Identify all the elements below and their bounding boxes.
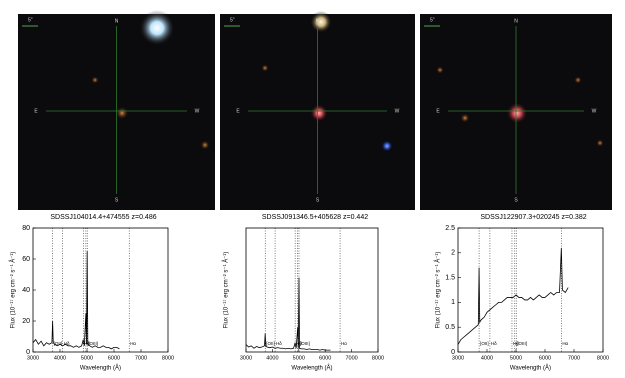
compass-e: E: [236, 108, 240, 114]
emission-line-label: Hδ: [64, 341, 70, 346]
compass-w: W: [195, 108, 200, 114]
x-tick-label: 4000: [54, 355, 66, 361]
y-tick-label: 20: [22, 318, 30, 325]
x-tick-label: 5000: [81, 355, 93, 361]
x-tick-label: 4000: [481, 355, 493, 361]
scale-label: 5": [430, 17, 435, 23]
x-tick-label: 5000: [293, 355, 305, 361]
plot-frame: [245, 227, 379, 353]
x-tick-label: 3000: [27, 355, 39, 361]
compass-n: N: [115, 18, 119, 24]
x-tick-label: 8000: [597, 355, 609, 361]
compass-e: E: [34, 108, 38, 114]
compass-e: E: [436, 108, 440, 114]
star: [310, 11, 332, 33]
x-tick-label: 8000: [372, 355, 384, 361]
emission-line-label: Hα: [130, 341, 136, 346]
emission-line-label: Hα: [562, 341, 568, 346]
chart-title: SDSSJ122907.3+020245 z=0.382: [480, 214, 586, 221]
x-tick-label: 4000: [266, 355, 278, 361]
x-tick-label: 5000: [510, 355, 522, 361]
spectrum: [32, 251, 120, 350]
x-tick-label: 6000: [108, 355, 120, 361]
star: [139, 10, 175, 46]
compass-n: N: [514, 18, 518, 24]
x-tick-label: 3000: [240, 355, 252, 361]
spectrum: [245, 277, 331, 351]
y-tick-label: 0.5: [445, 324, 455, 331]
star: [381, 140, 393, 152]
emission-line-label: [OIII]: [300, 341, 310, 346]
spectrum: [457, 247, 569, 345]
x-axis-label: Wavelength (Å): [80, 365, 121, 372]
emission-line-label: [OIII]: [88, 341, 98, 346]
x-tick-label: 6000: [319, 355, 331, 361]
y-tick-label: 40: [22, 287, 30, 294]
x-tick-label: 7000: [568, 355, 580, 361]
x-axis-label: Wavelength (Å): [291, 365, 332, 372]
compass-s: S: [514, 197, 518, 203]
y-tick-label: 60: [22, 256, 30, 263]
galaxy: [115, 106, 129, 120]
x-tick-label: 7000: [135, 355, 147, 361]
emission-line-label: [OII]: [54, 341, 63, 346]
compass-n: N: [316, 18, 320, 24]
y-tick-label: 80: [22, 225, 30, 232]
x-tick-label: 8000: [162, 355, 174, 361]
emission-line-label: [OII]: [266, 341, 275, 346]
galaxy: [506, 102, 528, 124]
compass-s: S: [115, 197, 119, 203]
y-tick-label: 1.5: [445, 274, 455, 281]
scale-label: 5": [28, 17, 33, 23]
emission-line-label: [OIII]: [517, 341, 527, 346]
galaxy: [436, 66, 444, 74]
emission-line-label: Hδ: [276, 341, 282, 346]
x-tick-label: 6000: [539, 355, 551, 361]
compass-w: W: [592, 108, 597, 114]
x-tick-label: 3000: [452, 355, 464, 361]
galaxy: [574, 76, 582, 84]
y-tick-label: 0: [451, 349, 455, 356]
galaxy: [460, 113, 470, 123]
emission-line-label: Hδ: [491, 341, 497, 346]
image-panels: [18, 10, 612, 210]
compass-s: S: [316, 197, 320, 203]
y-tick-label: 0: [26, 349, 30, 356]
emission-line-label: Hα: [341, 341, 347, 346]
scale-label: 5": [230, 17, 235, 23]
emission-line-label: [OII]: [480, 341, 489, 346]
chart-title: SDSSJ104014.4+474555 z=0.486: [50, 214, 156, 221]
y-axis-label: Flux (10⁻¹⁷ erg cm⁻² s⁻¹ Å⁻¹): [223, 252, 230, 329]
galaxy: [200, 140, 210, 150]
y-tick-label: 2.5: [445, 225, 455, 232]
y-tick-label: 2: [451, 250, 455, 257]
compass-w: W: [395, 108, 400, 114]
x-axis-label: Wavelength (Å): [510, 365, 551, 372]
y-axis-label: Flux (10⁻¹⁷ erg cm⁻² s⁻¹ Å⁻¹): [10, 252, 17, 329]
chart-title: SDSSJ091346.5+405628 z=0.442: [262, 214, 368, 221]
y-axis-label: Flux (10⁻¹⁷ erg cm⁻² s⁻¹ Å⁻¹): [435, 252, 442, 329]
plot-frame: [457, 227, 604, 353]
x-tick-label: 7000: [345, 355, 357, 361]
galaxy: [91, 76, 99, 84]
galaxy: [261, 64, 269, 72]
galaxy: [310, 104, 328, 122]
y-tick-label: 1: [451, 299, 455, 306]
galaxy: [596, 139, 604, 147]
